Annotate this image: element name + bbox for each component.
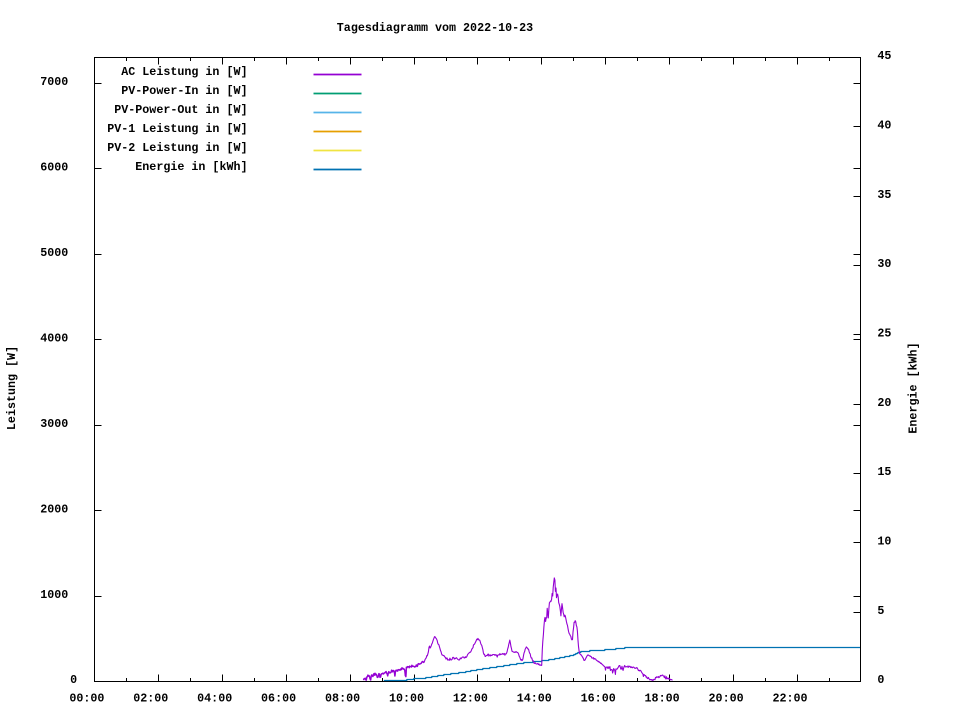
svg-text:6000: 6000 (40, 161, 68, 175)
svg-text:0: 0 (877, 673, 884, 687)
svg-text:Energie in [kWh]: Energie in [kWh] (135, 160, 247, 174)
svg-text:0: 0 (70, 673, 77, 687)
svg-text:10:00: 10:00 (389, 692, 424, 706)
svg-text:20:00: 20:00 (709, 692, 744, 706)
svg-text:7000: 7000 (40, 75, 68, 89)
svg-text:AC Leistung in [W]: AC Leistung in [W] (121, 65, 247, 79)
svg-text:PV-Power-In in [W]: PV-Power-In in [W] (121, 84, 247, 98)
svg-text:18:00: 18:00 (645, 692, 680, 706)
svg-text:1000: 1000 (40, 588, 68, 602)
svg-text:4000: 4000 (40, 332, 68, 346)
svg-text:45: 45 (877, 49, 891, 63)
svg-text:5000: 5000 (40, 246, 68, 260)
svg-text:12:00: 12:00 (453, 692, 488, 706)
svg-text:04:00: 04:00 (197, 692, 232, 706)
svg-text:40: 40 (877, 119, 891, 133)
svg-text:25: 25 (877, 327, 891, 341)
svg-text:5: 5 (877, 604, 884, 618)
svg-text:06:00: 06:00 (261, 692, 296, 706)
svg-text:30: 30 (877, 257, 891, 271)
svg-text:10: 10 (877, 535, 891, 549)
svg-text:20: 20 (877, 396, 891, 410)
svg-text:08:00: 08:00 (325, 692, 360, 706)
svg-text:2000: 2000 (40, 502, 68, 516)
svg-text:Tagesdiagramm vom 2022-10-23: Tagesdiagramm vom 2022-10-23 (337, 21, 533, 35)
svg-text:Leistung [W]: Leistung [W] (5, 346, 19, 430)
svg-text:14:00: 14:00 (517, 692, 552, 706)
svg-text:16:00: 16:00 (581, 692, 616, 706)
svg-text:15: 15 (877, 465, 891, 479)
svg-text:PV-Power-Out in [W]: PV-Power-Out in [W] (114, 103, 247, 117)
svg-text:Energie [kWh]: Energie [kWh] (907, 342, 921, 433)
svg-text:02:00: 02:00 (133, 692, 168, 706)
svg-text:PV-1 Leistung in [W]: PV-1 Leistung in [W] (107, 122, 247, 136)
svg-text:22:00: 22:00 (772, 692, 807, 706)
svg-text:PV-2 Leistung in [W]: PV-2 Leistung in [W] (107, 141, 247, 155)
svg-text:00:00: 00:00 (69, 692, 104, 706)
svg-text:3000: 3000 (40, 417, 68, 431)
svg-text:35: 35 (877, 188, 891, 202)
